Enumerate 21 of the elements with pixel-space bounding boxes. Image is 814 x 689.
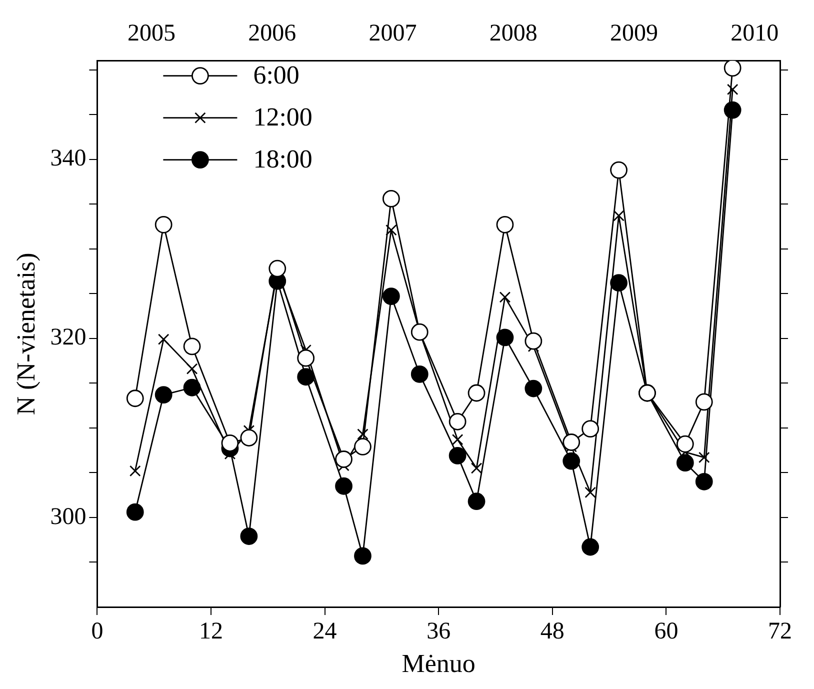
y-tick-label: 300 <box>50 504 86 530</box>
legend-label: 18:00 <box>253 144 312 174</box>
x2-tick-label: 2009 <box>610 20 658 47</box>
x-tick-label: 24 <box>312 618 337 645</box>
x2-tick-label: 2007 <box>368 20 417 47</box>
legend-label: 12:00 <box>253 102 312 132</box>
x-tick-label: 36 <box>426 618 451 645</box>
y-tick-label: 320 <box>50 324 86 351</box>
y-axis-title: N (N-vienetais) <box>11 252 40 416</box>
x-tick-label: 48 <box>540 618 564 645</box>
x2-tick-label: 2008 <box>489 20 538 47</box>
x2-tick-label: 2006 <box>248 20 296 47</box>
x-tick-label: 0 <box>91 618 104 645</box>
x-tick-label: 72 <box>768 618 792 645</box>
x-tick-label: 60 <box>654 618 678 645</box>
y-tick-label: 340 <box>50 146 86 172</box>
x2-tick-label: 2005 <box>127 20 176 47</box>
x-axis-title: Mėnuo <box>402 649 476 678</box>
legend-label: 6:00 <box>253 60 300 90</box>
x-tick-label: 12 <box>199 618 223 645</box>
x2-tick-label: 2010 <box>730 20 779 47</box>
